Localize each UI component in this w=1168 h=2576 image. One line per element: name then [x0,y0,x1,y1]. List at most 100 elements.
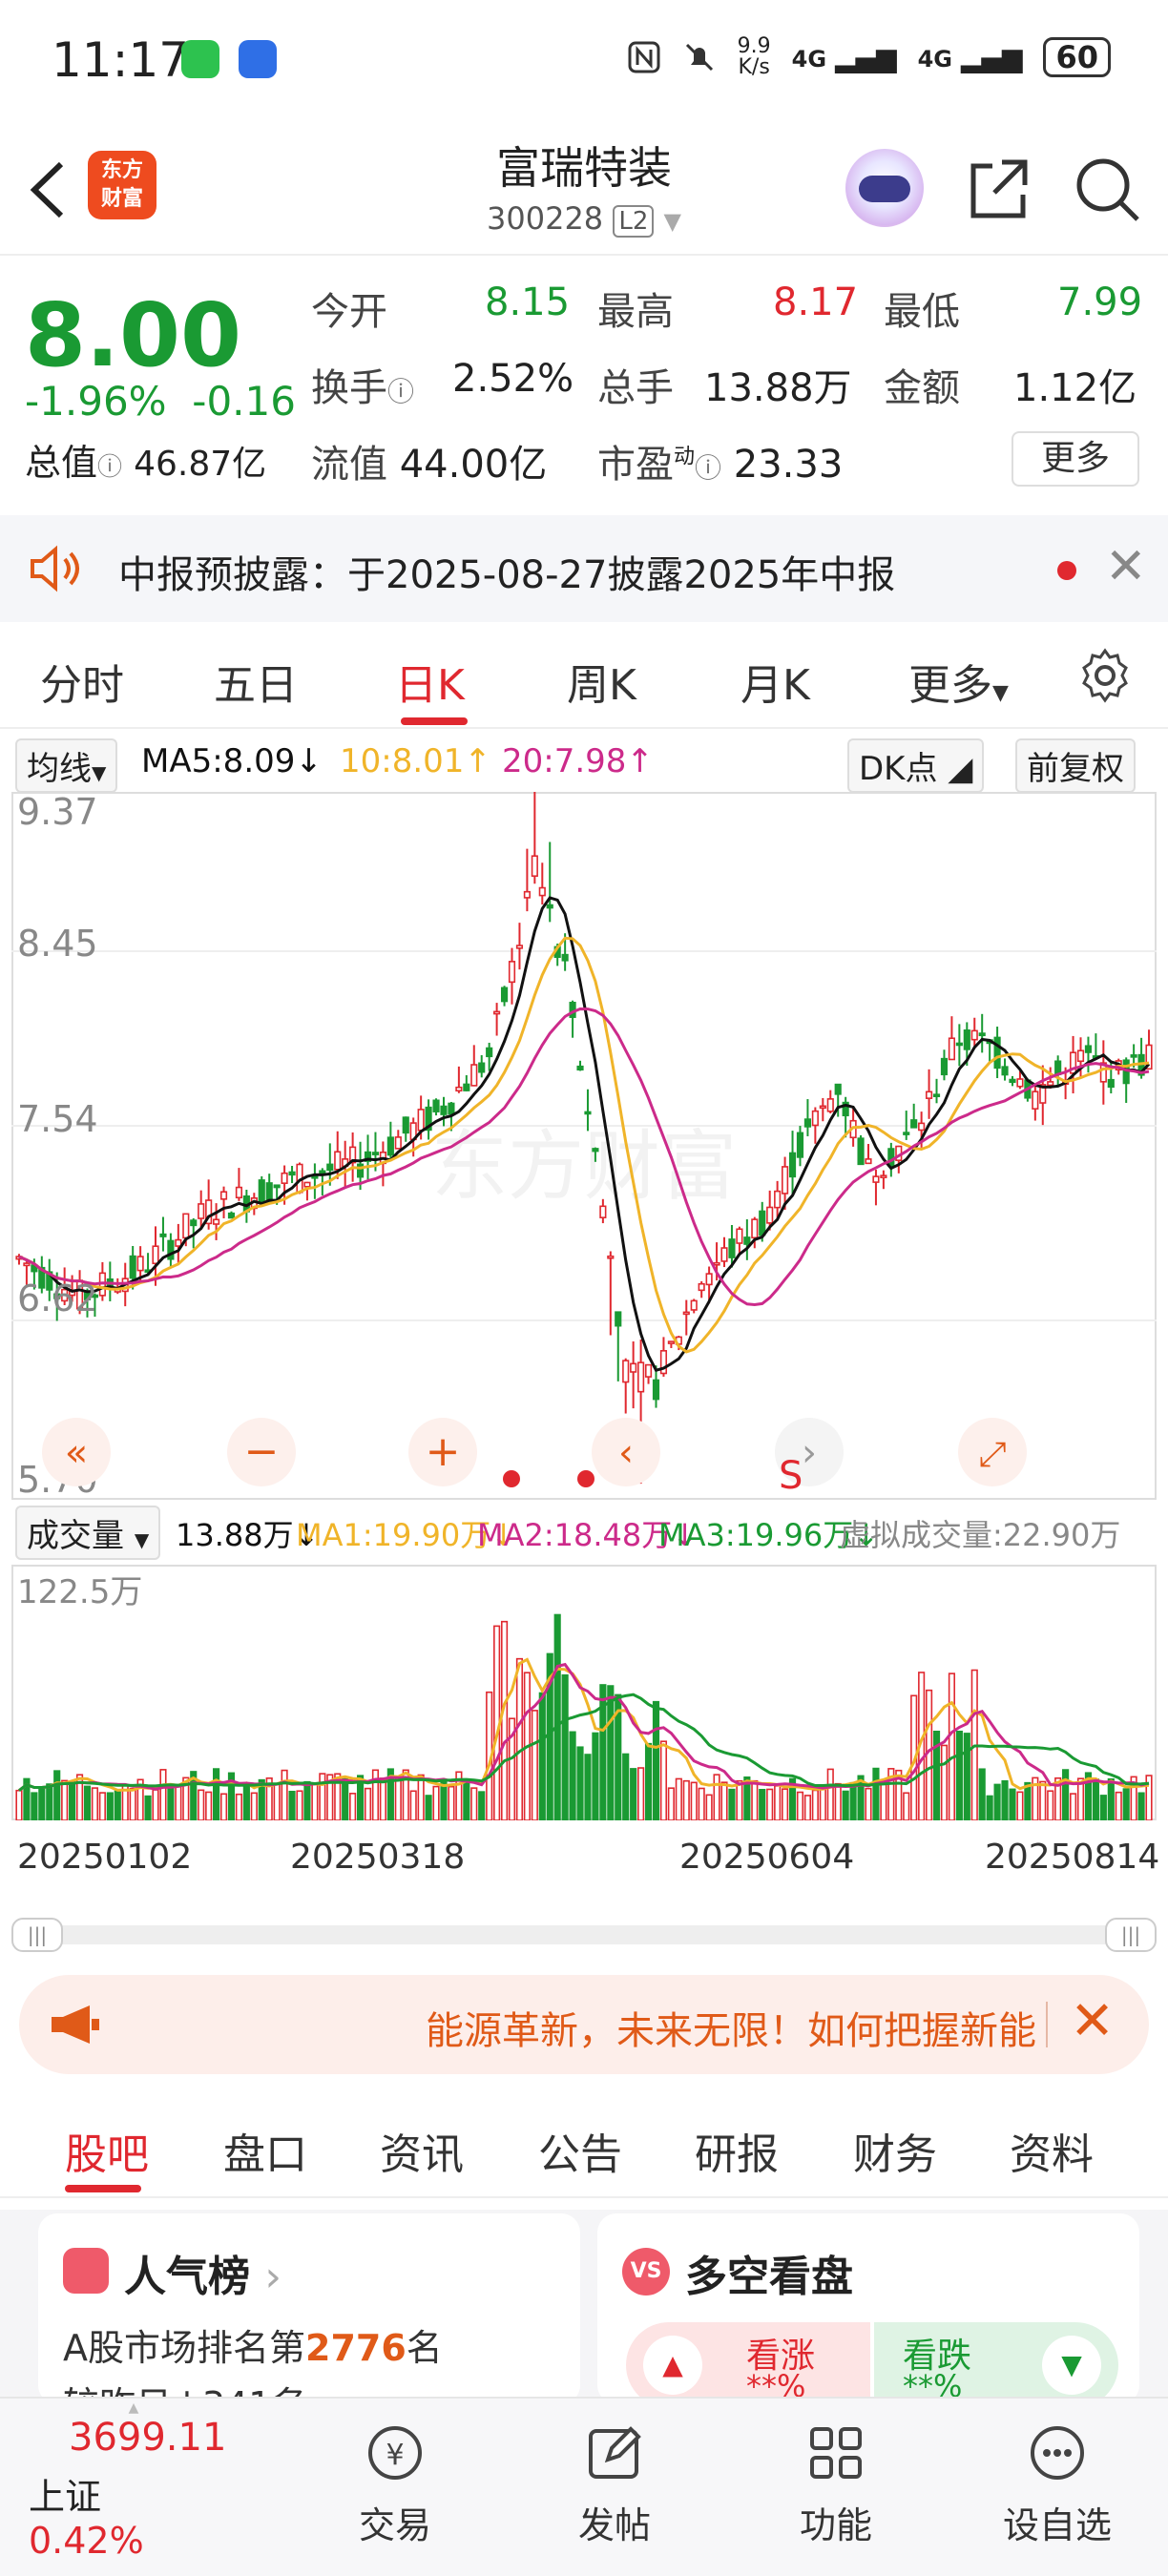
volume-bar [698,1787,705,1821]
ma-selector[interactable]: 均线▼ [15,738,118,793]
tab-finance[interactable]: 财务 [853,2130,937,2179]
popularity-card[interactable]: 人气榜 › A股市场排名第2776名 较昨日↓341名 [38,2213,580,2404]
notice-bar[interactable]: 中报预披露：于2025-08-27披露2025年中报 ✕ [0,515,1168,622]
volume-bar [470,1787,478,1821]
index-ticker[interactable]: ▲ 3699.11 上证 0.42% [29,2400,239,2562]
volume-bar [425,1795,432,1821]
nav-add-watchlist[interactable]: 设自选 [981,2420,1134,2548]
volume-value: 13.88万↓ [176,1517,320,1553]
ma5-line [18,896,1151,1372]
candle-body [819,1105,826,1110]
candle-body [23,1262,31,1267]
volume-selector[interactable]: 成交量 ▼ [15,1506,161,1560]
promo-banner[interactable]: 能源革新，未来无限！如何把握新能 ✕ [19,1975,1149,2074]
candle-body [53,1293,61,1299]
chart-controls: « − + ‹ › ⤢ S [42,1418,1027,1498]
bull-button[interactable]: ▲ 看涨 **% [626,2322,870,2404]
more-stats-button[interactable]: 更多 [1012,431,1139,487]
volume-bar [159,1769,167,1821]
volume-bar [553,1613,561,1821]
nav-trade[interactable]: ¥ 交易 [319,2420,471,2548]
volume-bar [167,1785,175,1821]
tab-research[interactable]: 研报 [695,2130,779,2179]
candle-body [584,1111,592,1115]
volume-bar [1137,1792,1145,1821]
candle-body [834,1083,842,1095]
popularity-rank: A股市场排名第2776名 [63,2327,443,2369]
volume-bar [432,1785,440,1821]
signal-2: 4G ▂▄▆ [917,41,1023,73]
gear-icon[interactable] [1076,647,1134,704]
volume-bar [198,1789,205,1821]
chevron-left-icon[interactable] [21,156,78,223]
stat-open: 今开 [311,290,387,334]
stat-volume: 总手 [597,366,674,410]
ma10-line [18,936,1150,1354]
adjust-selector[interactable]: 前复权 [1015,738,1136,793]
volume-bar [1069,1793,1077,1821]
scroll-handle-left[interactable]: ||| [11,1918,63,1952]
tab-guba[interactable]: 股吧 [65,2130,149,2179]
tab-daily-k[interactable]: 日K [395,661,465,710]
close-icon[interactable]: ✕ [1105,538,1147,595]
status-bar: 11:17 9.9 K/s 4G ▂▄▆ 4G ▂▄▆ 60 [0,0,1168,124]
volume-bar [61,1779,69,1821]
tab-five-day[interactable]: 五日 [214,661,298,710]
volume-bar [576,1746,584,1821]
volume-bar [417,1774,425,1821]
tab-minute[interactable]: 分时 [40,661,124,710]
scroll-handle-right[interactable]: ||| [1105,1918,1157,1952]
volume-bar [819,1787,826,1821]
caret-down-icon: ▼ [992,681,1009,705]
share-icon[interactable] [960,151,1036,227]
volume-bar [250,1792,258,1821]
nav-functions[interactable]: 功能 [760,2420,912,2548]
tab-more[interactable]: 更多▼ [908,661,1009,710]
candle-body [493,1010,501,1015]
app-notification-icon [239,40,277,78]
volume-chart[interactable]: 122.5万 [11,1565,1157,1821]
candle-body [1047,1081,1054,1087]
event-dot [503,1470,520,1487]
candle-body [948,1037,955,1061]
long-short-card[interactable]: VS 多空看盘 ▲ 看涨 **% 看跌 **% ▼ [597,2213,1139,2404]
stock-name: 富瑞特装 [496,142,672,194]
candle-body [993,1036,1001,1070]
volume-svg: 122.5万 [11,1565,1157,1821]
active-tab-indicator [401,717,468,725]
candle-body [705,1273,713,1286]
tab-news[interactable]: 资讯 [380,2130,464,2179]
candle-body [857,1137,865,1166]
candle-body [910,1119,918,1129]
tab-profile[interactable]: 资料 [1010,2130,1094,2179]
stat-volume-value: 13.88万 [704,366,852,410]
volume-bar [584,1754,592,1821]
tab-monthly-k[interactable]: 月K [740,661,810,710]
volume-bar [273,1783,281,1821]
volume-bar [940,1744,949,1821]
dk-point-toggle[interactable]: DK点 ◢ [847,738,985,793]
content-tabs: 股吧 盘口 资讯 公告 研报 财务 资料 [0,2091,1168,2198]
period-tabs: 分时 五日 日K 周K 月K 更多▼ [0,624,1168,729]
volume-bar [622,1753,630,1821]
stock-code[interactable]: 300228 L2 ▼ [487,200,681,238]
notice-text: 中报预披露：于2025-08-27披露2025年中报 [118,553,896,597]
close-icon[interactable]: ✕ [1070,1990,1115,2052]
nav-post[interactable]: 发帖 [538,2420,691,2548]
range-scrollbar[interactable]: ||| ||| [11,1916,1157,1954]
kline-chart[interactable]: 东方财富 9.37 8.45 7.54 6.62 5.70 « − + ‹ › … [11,775,1157,1501]
volume-bar [569,1731,576,1821]
volume-bar [379,1777,386,1821]
tab-weekly-k[interactable]: 周K [567,661,636,710]
candle-body [615,1311,622,1327]
tab-announcements[interactable]: 公告 [538,2130,622,2179]
candle-body [932,1093,941,1097]
bear-button[interactable]: 看跌 **% ▼ [874,2322,1118,2404]
info-icon: ⓘ [97,453,123,482]
virtual-volume: 虚拟成交量:22.90万 [840,1517,1121,1553]
triangle-down-icon: ▼ [1042,2336,1101,2395]
search-icon[interactable] [1069,151,1145,227]
ai-assistant-icon[interactable] [845,149,924,227]
bull-label: 看涨 [746,2337,816,2376]
tab-pankou[interactable]: 盘口 [223,2130,307,2179]
